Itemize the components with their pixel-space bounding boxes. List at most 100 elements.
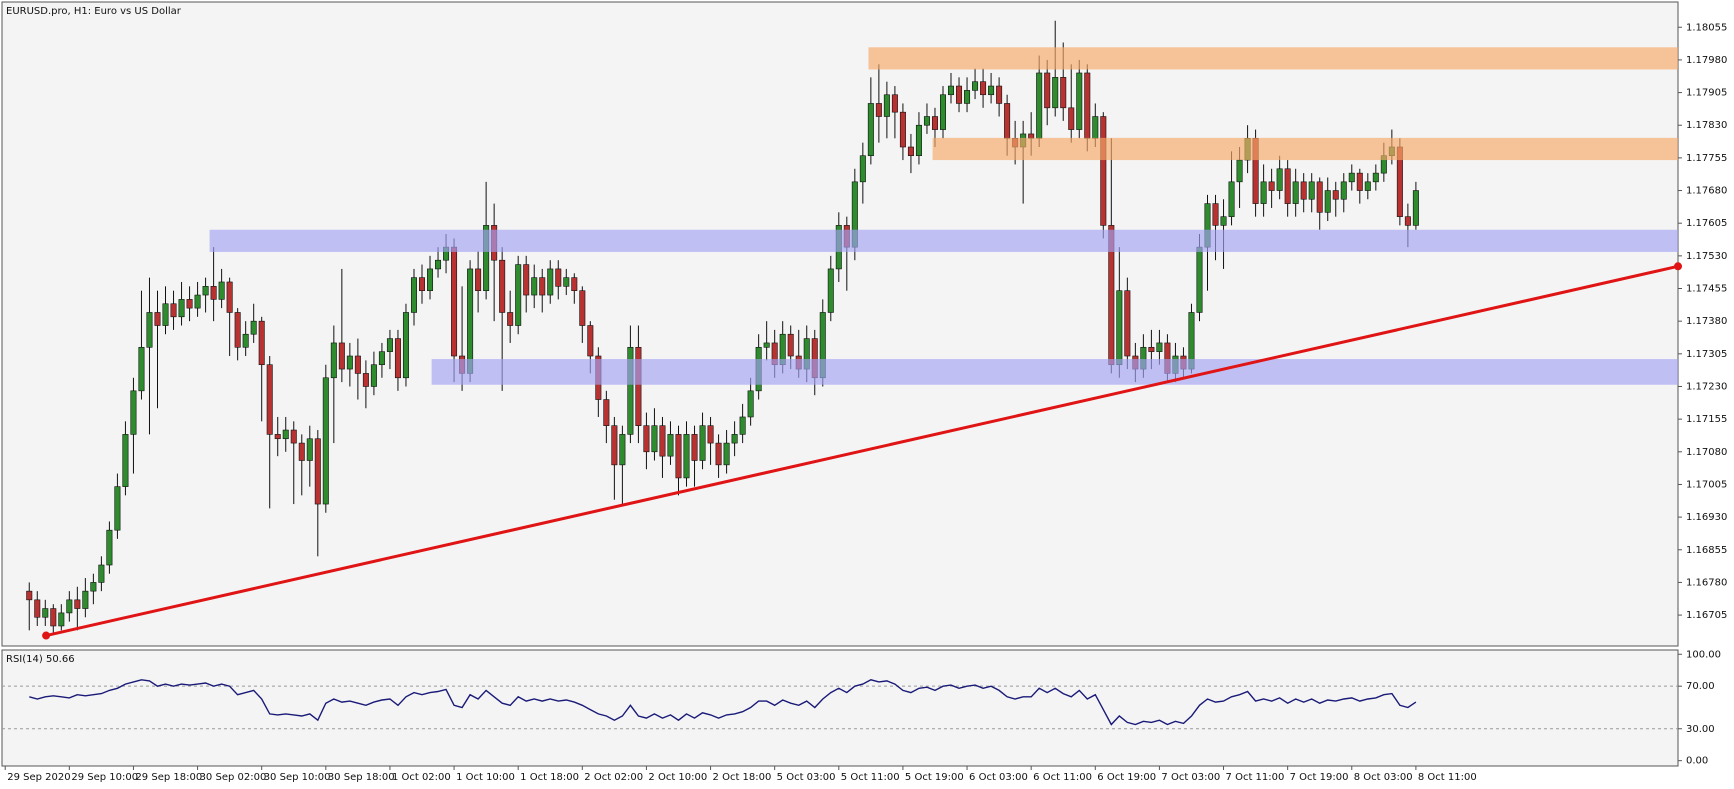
candle-body	[218, 281, 225, 300]
candle-body	[410, 277, 417, 313]
candle-body	[547, 268, 554, 296]
candle-body	[859, 155, 866, 183]
candle-body	[667, 434, 674, 457]
candle-body	[731, 434, 738, 444]
candle-body	[747, 390, 754, 418]
y-tick-label: 1.16930	[1686, 512, 1727, 523]
y-tick-label: 1.17230	[1686, 381, 1727, 392]
rsi-line	[29, 679, 1417, 726]
candle-body	[715, 442, 722, 466]
x-tick-label: 5 Oct 11:00	[841, 772, 900, 783]
trendline	[45, 264, 1679, 638]
candle-body	[1348, 172, 1355, 183]
candle-body	[883, 94, 890, 117]
candle-body	[1196, 246, 1203, 313]
candle-body	[290, 429, 297, 444]
candle-body	[330, 342, 337, 379]
candle-body	[1100, 116, 1107, 226]
candle-body	[891, 94, 898, 113]
candle-body	[1372, 172, 1379, 183]
candle-body	[499, 259, 506, 313]
trendline-anchor	[42, 631, 51, 640]
candle-body	[1124, 290, 1131, 357]
candle-body	[402, 312, 409, 379]
zone	[932, 137, 1678, 161]
chart-title: EURUSD.pro, H1: Euro vs US Dollar	[6, 6, 182, 17]
plot-layer: 1.18055 1.17980 1.17905 1.17830 1.17755 1.176…	[2, 20, 1727, 783]
candle-body	[354, 355, 361, 374]
candle-body	[699, 425, 706, 461]
candle-body	[322, 377, 329, 505]
candle-body	[1044, 72, 1051, 109]
price-panel	[1, 1, 1679, 647]
candle-body	[483, 225, 490, 291]
y-tick-label: 1.17680	[1686, 186, 1727, 197]
candle-body	[234, 312, 241, 348]
candle-body	[972, 81, 979, 91]
zone	[431, 359, 1679, 385]
candle-body	[386, 338, 393, 352]
candle-body	[306, 438, 313, 461]
y-tick-label: 1.17305	[1686, 349, 1727, 360]
y-tick-label: 1.17980	[1686, 55, 1727, 66]
candle-body	[1060, 77, 1067, 109]
x-tick-label: 1 Oct 02:00	[392, 772, 451, 783]
x-tick-label: 30 Sep 18:00	[328, 772, 395, 783]
y-tick-label: 1.16780	[1686, 577, 1727, 588]
x-tick-label: 29 Sep 2020	[7, 772, 70, 783]
candle-body	[202, 286, 209, 296]
candle-body	[1300, 181, 1307, 200]
zone	[868, 47, 1678, 70]
rsi-title: RSI(14) 50.66	[6, 654, 75, 665]
candle-body	[980, 81, 987, 96]
y-tick-label: 1.17605	[1686, 218, 1727, 229]
candle-body	[162, 303, 169, 326]
y-tick-label: 1.17905	[1686, 88, 1727, 99]
candle-body	[1116, 290, 1123, 366]
candle-body	[531, 277, 538, 296]
y-tick-label: 1.17830	[1686, 120, 1727, 131]
candle-body	[1364, 181, 1371, 191]
candle-body	[956, 85, 963, 104]
candle-body	[1212, 203, 1219, 226]
candle-body	[964, 90, 971, 104]
candle-body	[50, 608, 57, 627]
x-tick-label: 7 Oct 03:00	[1161, 772, 1220, 783]
candle-body	[723, 442, 730, 466]
x-tick-label: 8 Oct 11:00	[1418, 772, 1477, 783]
x-tick-label: 7 Oct 11:00	[1226, 772, 1285, 783]
candle-body	[1148, 346, 1155, 352]
candle-body	[1076, 72, 1083, 130]
candle-body	[1284, 168, 1291, 204]
candle-body	[1404, 216, 1411, 226]
candle-body	[74, 599, 81, 609]
x-tick-label: 7 Oct 19:00	[1290, 772, 1349, 783]
candle-body	[579, 290, 586, 326]
trendline-anchor	[1674, 262, 1682, 271]
candle-body	[58, 612, 65, 627]
candle-body	[1276, 168, 1283, 191]
y-tick-label: 70.00	[1686, 681, 1715, 692]
candle-body	[1292, 181, 1299, 204]
candle-body	[170, 303, 177, 318]
x-tick-label: 6 Oct 03:00	[969, 772, 1028, 783]
candle-body	[875, 103, 882, 117]
candle-body	[427, 268, 434, 291]
candle-body	[194, 294, 201, 309]
candle-body	[611, 425, 618, 466]
candle-body	[314, 438, 321, 505]
candle-body	[154, 312, 161, 326]
candle-body	[34, 599, 41, 618]
candle-body	[899, 111, 906, 148]
candle-body	[1092, 116, 1099, 139]
candle-body	[186, 299, 193, 309]
candle-body	[691, 434, 698, 461]
candle-body	[98, 564, 105, 583]
x-tick-label: 1 Oct 18:00	[520, 772, 579, 783]
candle-body	[266, 364, 273, 435]
candle-body	[130, 390, 137, 435]
candle-body	[627, 346, 634, 435]
candle-body	[1036, 72, 1043, 139]
candle-body	[675, 434, 682, 479]
